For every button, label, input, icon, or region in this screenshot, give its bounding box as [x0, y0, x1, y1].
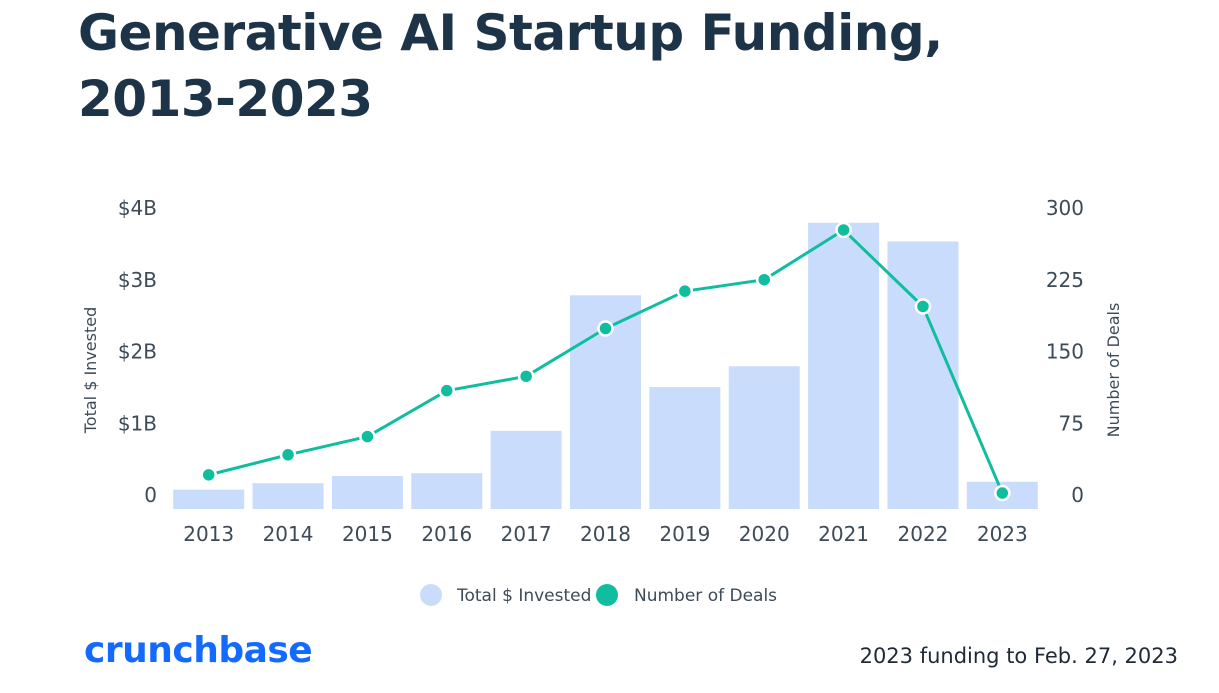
- deal-point-2013: [200, 466, 217, 484]
- legend-line-marker: [596, 584, 618, 606]
- right-tick-label: 75: [1059, 411, 1084, 435]
- chart-title: Generative AI Startup Funding, 2013-2023: [78, 4, 943, 128]
- left-tick-label: $2B: [118, 340, 157, 364]
- x-tick-label: 2013: [183, 522, 234, 546]
- y-axis-right-label: Number of Deals: [1104, 303, 1123, 438]
- left-tick-label: $4B: [118, 196, 157, 220]
- right-tick-label: 225: [1046, 268, 1084, 292]
- bar-2022: [887, 241, 959, 509]
- legend-bars-label: Total $ Invested: [456, 586, 591, 606]
- deal-point-2019: [676, 282, 694, 300]
- bar-2015: [331, 476, 403, 509]
- left-tick-label: $1B: [118, 411, 157, 435]
- x-tick-label: 2023: [977, 522, 1028, 546]
- legend-bars-marker: [420, 584, 442, 606]
- footnote: 2023 funding to Feb. 27, 2023: [859, 644, 1178, 668]
- bar-2021: [808, 222, 880, 509]
- deal-point-2020: [755, 271, 773, 288]
- bar-2013: [173, 489, 245, 509]
- y-axis-left-label: Total $ Invested: [81, 307, 100, 435]
- deal-point-2014: [279, 446, 297, 464]
- deal-point-2018: [597, 320, 614, 337]
- x-tick-label: 2020: [739, 522, 790, 546]
- x-tick-label: 2022: [898, 522, 949, 546]
- legend-line-label: Number of Deals: [634, 586, 777, 606]
- left-tick-label: $3B: [118, 268, 157, 292]
- x-tick-label: 2019: [659, 522, 710, 546]
- right-tick-label: 0: [1071, 483, 1084, 507]
- deal-point-2016: [438, 382, 456, 399]
- bar-2016: [411, 473, 483, 509]
- deal-point-2023: [994, 484, 1011, 502]
- bar-2017: [490, 430, 562, 509]
- deal-point-2017: [517, 368, 535, 385]
- x-tick-label: 2017: [501, 522, 552, 546]
- x-tick-label: 2018: [580, 522, 631, 546]
- x-tick-label: 2014: [263, 522, 314, 546]
- bar-2019: [649, 387, 721, 509]
- right-tick-label: 300: [1046, 196, 1084, 220]
- left-tick-label: 0: [144, 483, 157, 507]
- deal-point-2015: [359, 428, 376, 445]
- crunchbase-logo: crunchbase: [84, 630, 313, 671]
- right-tick-label: 150: [1046, 340, 1084, 364]
- deal-point-2021: [835, 221, 852, 239]
- bar-2020: [728, 366, 800, 509]
- x-tick-label: 2016: [421, 522, 472, 546]
- x-tick-label: 2021: [818, 522, 869, 546]
- bar-2014: [252, 483, 324, 509]
- deal-point-2022: [914, 298, 932, 315]
- x-tick-label: 2015: [342, 522, 393, 546]
